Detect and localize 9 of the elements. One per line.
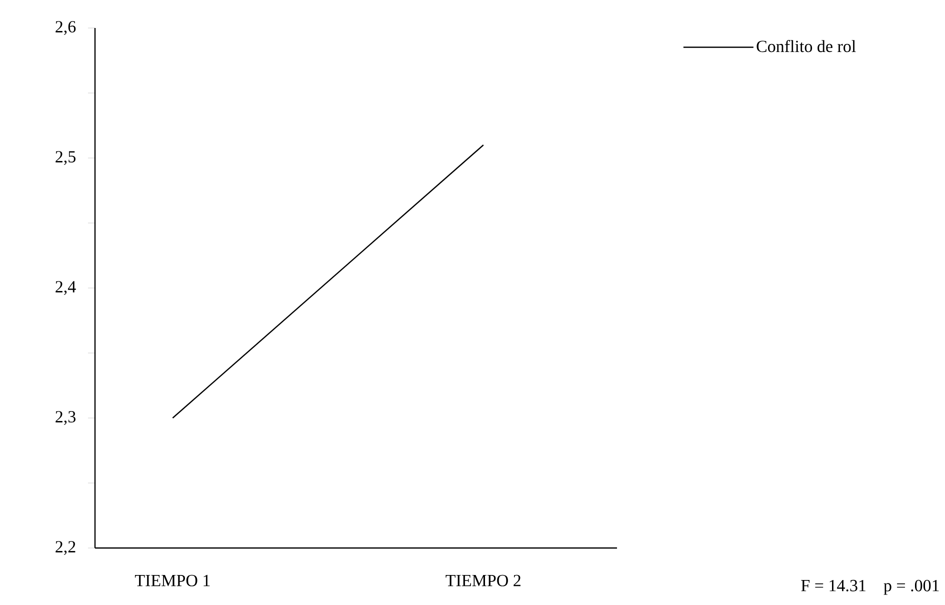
legend-label: Conflito de rol: [756, 40, 856, 52]
x-tick-label: TIEMPO 1: [134, 574, 210, 586]
y-tick-label: 2,2: [56, 541, 76, 555]
y-tick-label: 2,4: [56, 281, 76, 295]
y-tick-label: 2,5: [56, 151, 76, 165]
y-tick-label: 2,3: [56, 411, 76, 425]
x-tick-label: TIEMPO 2: [446, 574, 520, 586]
y-tick-label: 2,6: [56, 21, 76, 35]
text: F = 14.31 p = .001: [801, 580, 939, 595]
